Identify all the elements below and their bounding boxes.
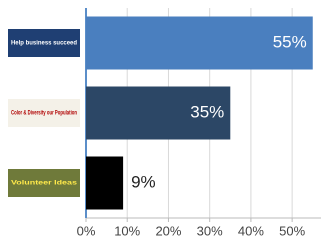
value-label: 35% [190,102,224,121]
category-label: Help business succeed [11,41,77,47]
value-label: 55% [273,32,307,51]
category-label: Volunteer Ideas [11,181,78,187]
bar [86,157,123,210]
x-tick-label: 40% [238,223,264,238]
chart: 0% 10% 20% 30% 40% 50% 55% Help business succee… [0,0,323,245]
x-tick-label: 20% [155,223,181,238]
category-label: Color & Diversity our Population [11,111,77,117]
x-tick-label: 50% [279,223,305,238]
x-tick-label: 30% [197,223,223,238]
x-tick-label: 0% [77,223,96,238]
value-label: 9% [131,172,156,191]
x-tick-label: 10% [114,223,140,238]
